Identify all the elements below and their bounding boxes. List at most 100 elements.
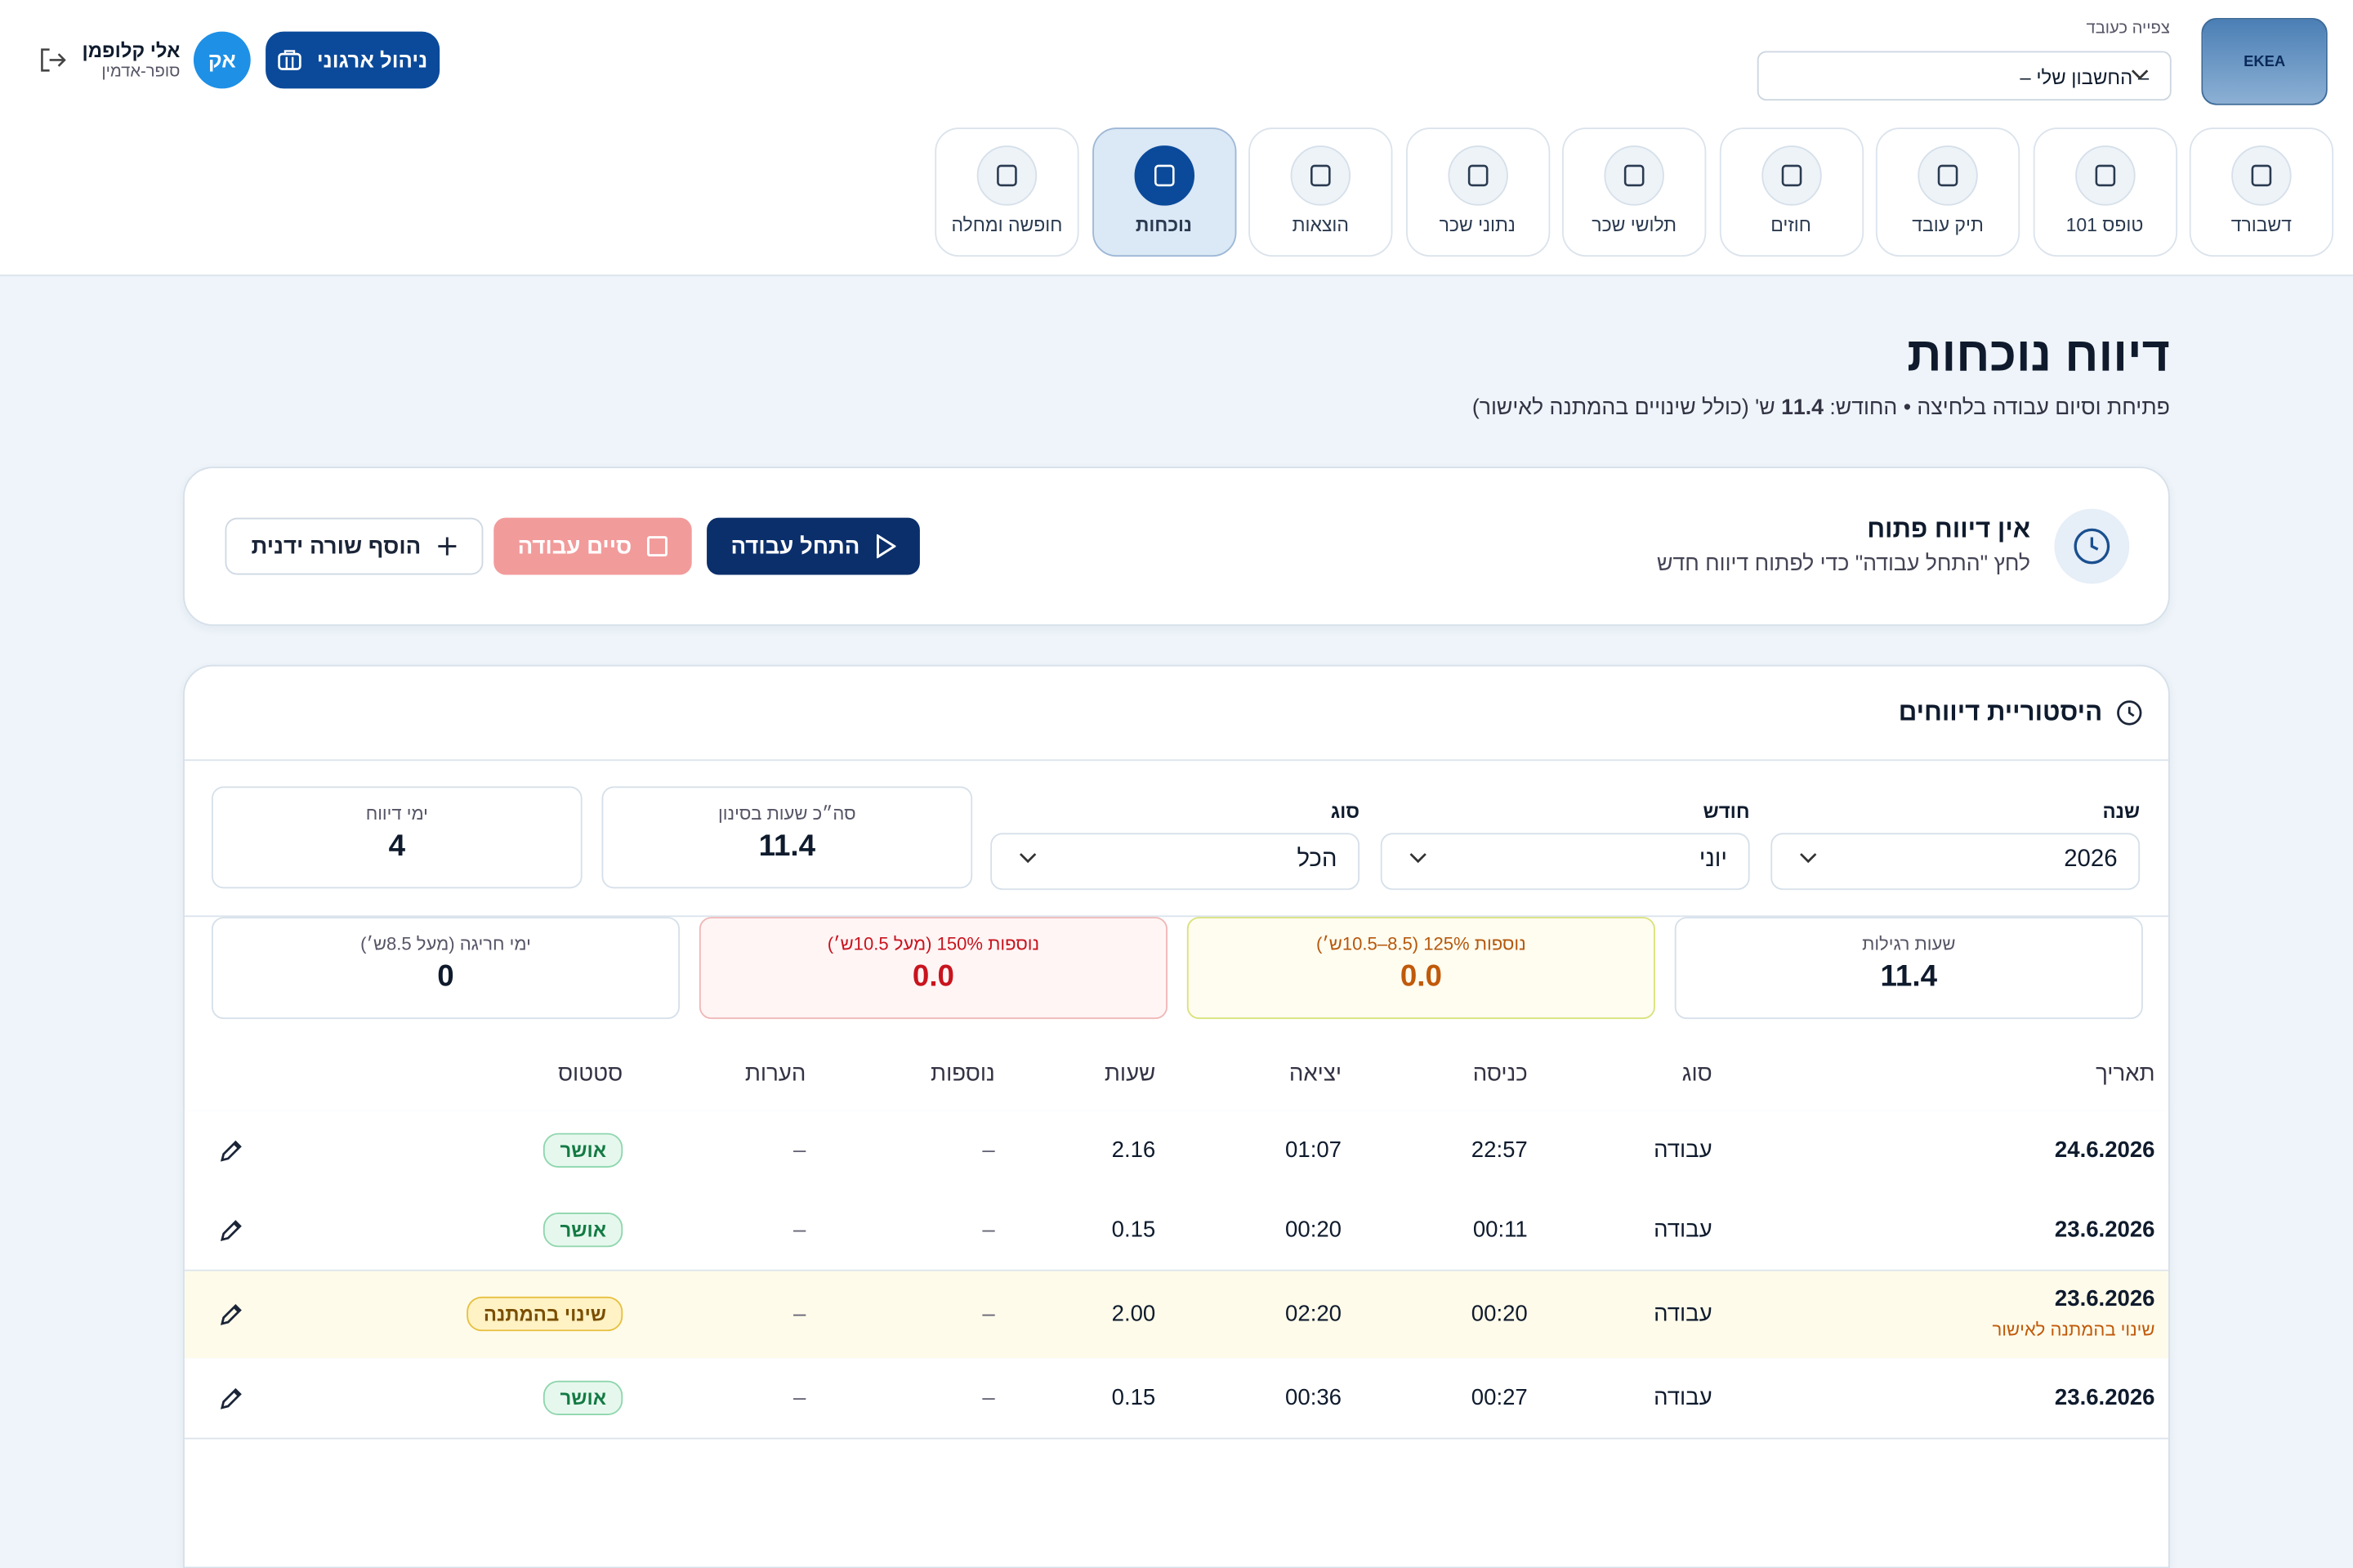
- nav-item[interactable]: נתוני שכר: [1405, 127, 1550, 257]
- table-row: [184, 1110, 2169, 1192]
- table-cell: –: [793, 1216, 806, 1242]
- account-select[interactable]: – החשבון שלי –: [1757, 51, 2172, 101]
- filter-label: סוג: [1330, 799, 1360, 823]
- status-text: לחץ "התחל עבודה" כדי לפתוח דיווח חדש: [1657, 552, 2031, 577]
- org-button[interactable]: ניהול ארגוני: [266, 31, 440, 89]
- table-cell: עבודה: [1654, 1216, 1712, 1242]
- edit-icon[interactable]: [217, 1217, 244, 1251]
- summary-value: 4: [388, 829, 406, 864]
- nav-label: נתוני שכר: [1439, 214, 1516, 236]
- filter-value: הכל: [1297, 846, 1337, 873]
- clock-icon: [2054, 508, 2130, 584]
- breakdown-label: ימי חריגה (מעל 8.5ש׳): [360, 933, 531, 955]
- filter-select[interactable]: הכל: [990, 833, 1360, 891]
- nav-icon: [1918, 145, 1978, 206]
- table-cell: –: [982, 1301, 995, 1327]
- status-card: אין דיווח פתוח לחץ "התחל עבודה" כדי לפתו…: [183, 467, 2170, 626]
- filter-select[interactable]: יוני: [1380, 833, 1750, 891]
- filter-value: 2026: [2064, 846, 2118, 873]
- table-cell: 00:11: [1472, 1216, 1528, 1242]
- user-role: סופר-אדמין: [101, 63, 181, 82]
- plus-icon: [437, 537, 456, 556]
- summary-value: 11.4: [758, 829, 816, 864]
- table-cell: –: [793, 1384, 806, 1410]
- nav-icon: [1133, 145, 1194, 206]
- breakdown-value: 11.4: [1880, 960, 1938, 994]
- table-cell: –: [793, 1137, 806, 1163]
- filter-select[interactable]: 2026: [1770, 833, 2141, 891]
- logo[interactable]: EKEA: [2201, 18, 2328, 105]
- nav-item[interactable]: חוזים: [1718, 127, 1864, 257]
- stop-button[interactable]: סיים עבודה: [493, 517, 692, 575]
- column-header: שעות: [1104, 1061, 1156, 1087]
- nav-label: דשבורד: [2230, 214, 2292, 236]
- table-cell: 00:27: [1471, 1384, 1528, 1410]
- pending-note: שינוי בהמתנה לאישור: [1992, 1319, 2155, 1341]
- breakdown-label: נוספות 125% (8.5–10.5ש׳): [1315, 933, 1526, 955]
- summary-box: סה״כ שעות בסינון 11.4: [601, 786, 973, 889]
- table-cell: 01:07: [1285, 1137, 1342, 1163]
- column-header: סוג: [1681, 1061, 1712, 1087]
- edit-icon[interactable]: [217, 1384, 244, 1418]
- nav-item[interactable]: נוכחות: [1092, 127, 1236, 257]
- nav-item[interactable]: חופשה ומחלה: [935, 127, 1079, 257]
- table-cell: –: [982, 1216, 995, 1242]
- status-badge: שינוי בהמתנה: [467, 1296, 623, 1332]
- breakdown-label: שעות רגילות: [1862, 933, 1956, 955]
- add-row-button[interactable]: הוסף שורה ידנית: [225, 517, 484, 575]
- nav-item[interactable]: טופס 101: [2032, 127, 2177, 257]
- nav-label: תלושי שכר: [1592, 214, 1677, 236]
- user-name: אלי קלופמן: [82, 38, 181, 62]
- nav-item[interactable]: תלושי שכר: [1562, 127, 1707, 257]
- status-badge: אושר: [543, 1379, 623, 1415]
- nav-item[interactable]: תיק עובד: [1875, 127, 2020, 257]
- avatar: אק: [193, 31, 251, 89]
- table-cell: 22:57: [1471, 1137, 1528, 1163]
- table-cell: 23.6.2026: [2054, 1216, 2155, 1242]
- briefcase-icon: [278, 50, 302, 70]
- table-row: [184, 1358, 2169, 1440]
- nav-icon: [976, 145, 1038, 206]
- nav-icon: [1604, 145, 1664, 206]
- status-title: אין דיווח פתוח: [1867, 514, 2031, 543]
- nav-label: טופס 101: [2065, 214, 2144, 236]
- nav-item[interactable]: הוצאות: [1248, 127, 1393, 257]
- table-header: [184, 1043, 2169, 1112]
- nav-label: חוזים: [1770, 214, 1811, 236]
- table-cell: עבודה: [1654, 1384, 1712, 1410]
- start-label: התחל עבודה: [730, 533, 860, 560]
- table-cell: 0.15: [1111, 1384, 1156, 1410]
- divider: [184, 759, 2169, 762]
- add-row-label: הוסף שורה ידנית: [251, 533, 422, 560]
- nav-icon: [2074, 145, 2135, 206]
- summary-label: סה״כ שעות בסינון: [718, 802, 856, 824]
- chevron-icon: [2131, 69, 2149, 80]
- filter-label: חודש: [1703, 799, 1750, 823]
- subtitle-text: פתיחת וסיום עבודה בלחיצה • החודש:: [1829, 395, 2170, 421]
- subtitle-hours: 11.4: [1781, 395, 1824, 421]
- table-cell: 0.15: [1111, 1216, 1156, 1242]
- start-button[interactable]: התחל עבודה: [707, 517, 920, 575]
- breakdown-label: נוספות 150% (מעל 10.5ש׳): [827, 933, 1040, 955]
- table-cell: 2.00: [1111, 1301, 1156, 1327]
- header: EKEA צפייה כעובד – החשבון שלי – ניהול אר…: [0, 0, 2353, 276]
- nav-item[interactable]: דשבורד: [2189, 127, 2334, 257]
- filter-value: יוני: [1699, 846, 1728, 873]
- table-cell: 2.16: [1111, 1137, 1156, 1163]
- edit-icon[interactable]: [217, 1137, 244, 1171]
- table-cell: –: [982, 1137, 995, 1163]
- breakdown-box: נוספות 150% (מעל 10.5ש׳) 0.0: [699, 917, 1168, 1020]
- nav-icon: [1447, 145, 1507, 206]
- table-cell: 24.6.2026: [2054, 1137, 2155, 1163]
- breakdown-box: נוספות 125% (8.5–10.5ש׳) 0.0: [1186, 917, 1655, 1020]
- subtitle-text: ש' (כולל שינויים בהמתנה לאישור): [1471, 395, 1775, 421]
- edit-icon[interactable]: [217, 1301, 244, 1335]
- play-icon: [877, 534, 896, 559]
- table-cell: –: [793, 1301, 806, 1327]
- nav-label: הוצאות: [1292, 214, 1349, 236]
- table-cell: 00:36: [1285, 1384, 1342, 1410]
- table-cell: עבודה: [1654, 1137, 1712, 1163]
- logout-icon[interactable]: [39, 48, 66, 72]
